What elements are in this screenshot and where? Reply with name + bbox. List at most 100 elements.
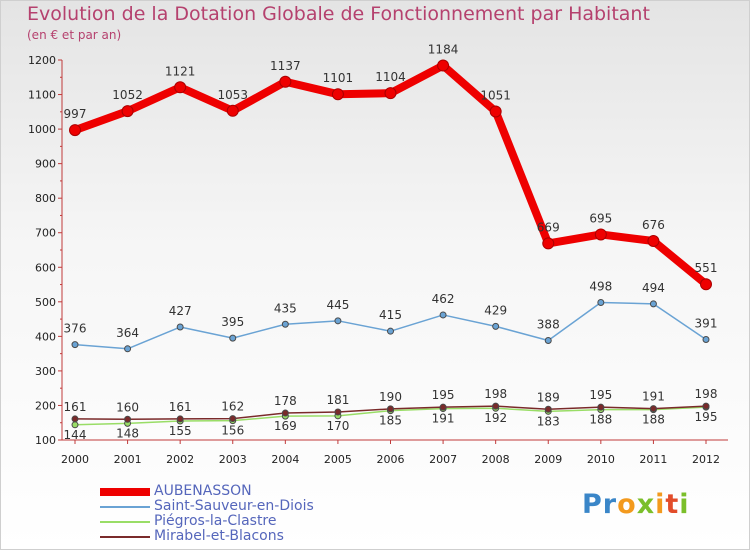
proxiti-logo: Proxiti bbox=[582, 489, 690, 520]
x-tick-label: 2004 bbox=[271, 453, 299, 466]
y-tick-label: 500 bbox=[35, 296, 56, 309]
chart-subtitle: (en € et par an) bbox=[27, 28, 122, 42]
data-label-1: 445 bbox=[326, 298, 349, 312]
y-tick-label: 400 bbox=[35, 330, 56, 343]
logo-letter: o bbox=[617, 489, 637, 520]
x-tick-label: 2008 bbox=[482, 453, 510, 466]
data-point-3 bbox=[281, 409, 289, 417]
data-point-0 bbox=[647, 235, 660, 248]
data-point-0 bbox=[226, 104, 239, 117]
data-label-3: 178 bbox=[274, 394, 297, 408]
data-label-1: 435 bbox=[274, 301, 297, 315]
data-label-1: 462 bbox=[432, 292, 455, 306]
legend-label: Mirabel-et-Blacons bbox=[154, 528, 284, 544]
data-label-2: 148 bbox=[116, 426, 139, 440]
y-tick-label: 800 bbox=[35, 192, 56, 205]
data-point-3 bbox=[176, 415, 184, 423]
x-tick-label: 2001 bbox=[114, 453, 142, 466]
data-point-1 bbox=[334, 317, 342, 325]
data-label-2: 188 bbox=[589, 413, 612, 427]
data-label-0: 1101 bbox=[323, 71, 354, 85]
data-label-0: 1052 bbox=[112, 88, 143, 102]
data-label-0: 669 bbox=[537, 220, 560, 234]
data-label-0: 676 bbox=[642, 218, 665, 232]
data-label-2: 183 bbox=[537, 414, 560, 428]
data-point-1 bbox=[439, 311, 447, 319]
data-label-3: 161 bbox=[169, 400, 192, 414]
data-label-1: 427 bbox=[169, 304, 192, 318]
data-label-2: 144 bbox=[64, 428, 87, 442]
data-label-0: 997 bbox=[64, 107, 87, 121]
data-point-3 bbox=[334, 408, 342, 416]
x-tick-label: 2006 bbox=[377, 453, 405, 466]
data-label-0: 1053 bbox=[217, 88, 248, 102]
logo-letter: P bbox=[582, 489, 603, 520]
data-point-1 bbox=[176, 323, 184, 331]
data-point-0 bbox=[437, 59, 450, 72]
data-point-3 bbox=[544, 405, 552, 413]
data-label-1: 376 bbox=[64, 322, 87, 336]
data-point-0 bbox=[384, 87, 397, 100]
data-label-0: 1104 bbox=[375, 70, 406, 84]
y-tick-label: 700 bbox=[35, 227, 56, 240]
data-label-0: 695 bbox=[589, 211, 612, 225]
x-tick-label: 2012 bbox=[692, 453, 720, 466]
data-point-0 bbox=[121, 105, 134, 118]
data-point-3 bbox=[387, 405, 394, 413]
data-point-1 bbox=[649, 300, 657, 308]
data-point-1 bbox=[702, 335, 710, 343]
data-label-1: 494 bbox=[642, 281, 665, 295]
legend-label: AUBENASSON bbox=[154, 483, 252, 499]
data-point-1 bbox=[387, 327, 394, 335]
data-point-0 bbox=[331, 88, 344, 101]
data-label-3: 162 bbox=[221, 400, 244, 414]
data-point-3 bbox=[702, 402, 710, 410]
legend-label: Piégros-la-Clastre bbox=[154, 513, 277, 529]
x-tick-label: 2005 bbox=[324, 453, 352, 466]
legend-swatch bbox=[100, 521, 150, 523]
data-point-3 bbox=[597, 403, 605, 411]
data-label-2: 185 bbox=[379, 414, 402, 428]
data-label-0: 1051 bbox=[480, 88, 511, 102]
data-label-3: 195 bbox=[432, 388, 455, 402]
x-tick-label: 2002 bbox=[166, 453, 194, 466]
legend-swatch bbox=[100, 536, 150, 538]
data-point-0 bbox=[69, 124, 81, 137]
data-label-1: 364 bbox=[116, 326, 139, 340]
data-point-1 bbox=[124, 345, 132, 353]
data-label-2: 169 bbox=[274, 419, 297, 433]
data-label-1: 388 bbox=[537, 318, 560, 332]
logo-letter: x bbox=[636, 489, 656, 520]
data-point-1 bbox=[281, 320, 289, 328]
y-tick-label: 100 bbox=[35, 434, 56, 447]
data-point-1 bbox=[71, 341, 79, 349]
x-tick-label: 2007 bbox=[429, 453, 457, 466]
data-point-3 bbox=[439, 403, 447, 411]
data-point-0 bbox=[489, 105, 502, 118]
data-label-3: 189 bbox=[537, 390, 560, 404]
data-label-1: 395 bbox=[221, 315, 244, 329]
legend-swatch bbox=[100, 506, 150, 508]
data-point-0 bbox=[594, 228, 607, 241]
data-label-0: 1137 bbox=[270, 59, 301, 73]
data-label-3: 198 bbox=[695, 387, 718, 401]
logo-letter: i bbox=[679, 489, 690, 520]
data-label-1: 415 bbox=[379, 308, 402, 322]
x-tick-label: 2010 bbox=[587, 453, 615, 466]
data-label-2: 188 bbox=[642, 413, 665, 427]
data-label-0: 551 bbox=[695, 261, 718, 275]
y-tick-label: 900 bbox=[35, 158, 56, 171]
y-tick-label: 200 bbox=[35, 399, 56, 412]
x-tick-label: 2011 bbox=[639, 453, 667, 466]
data-label-3: 195 bbox=[589, 388, 612, 402]
data-point-0 bbox=[174, 81, 187, 94]
data-label-1: 498 bbox=[589, 280, 612, 294]
data-label-0: 1184 bbox=[428, 43, 459, 57]
logo-letter: i bbox=[655, 489, 666, 520]
legend-label: Saint-Sauveur-en-Diois bbox=[154, 498, 314, 514]
y-tick-label: 1000 bbox=[28, 123, 56, 136]
x-tick-label: 2009 bbox=[534, 453, 562, 466]
data-label-3: 181 bbox=[326, 393, 349, 407]
data-label-1: 391 bbox=[695, 316, 718, 330]
